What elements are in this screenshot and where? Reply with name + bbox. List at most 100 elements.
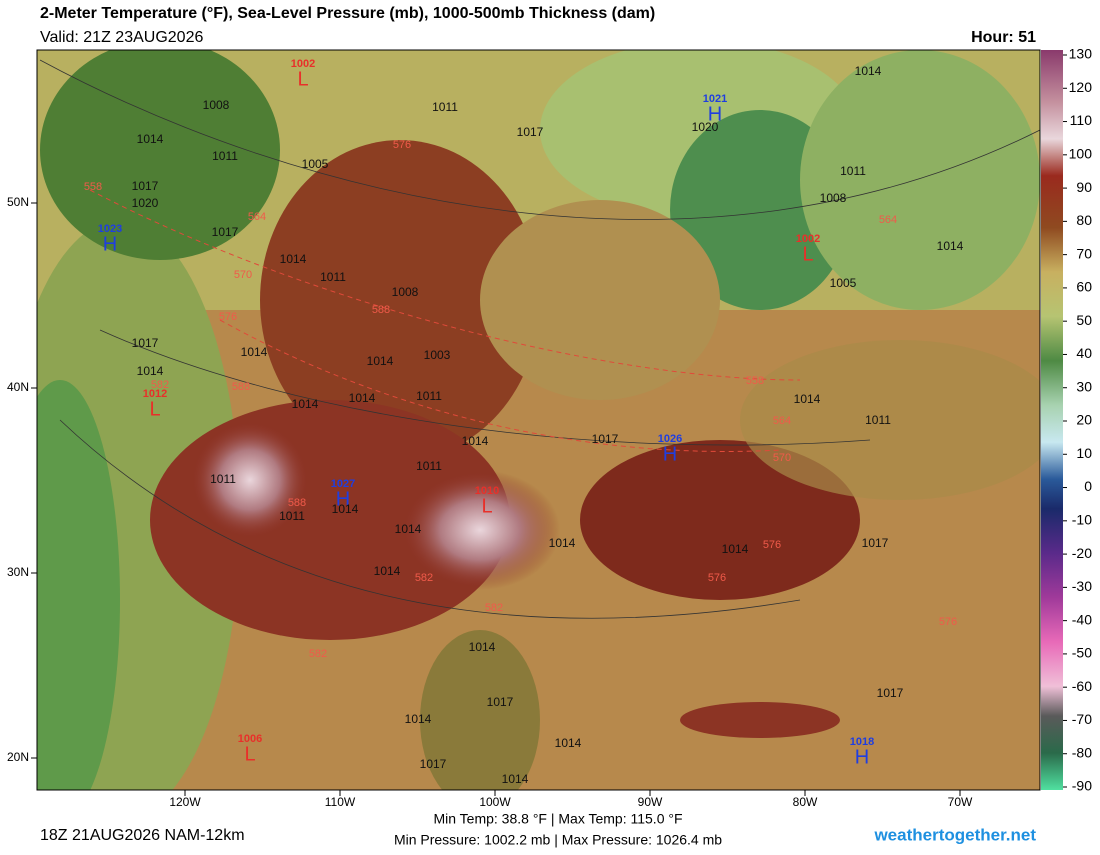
pressure-center-value: 1023 [98,223,122,235]
pressure-center-value: 1012 [143,388,167,400]
isobar-label: 1008 [203,98,230,112]
colorbar-label: 50 [1076,312,1092,328]
colorbar-label: -80 [1072,744,1092,760]
isobar-label: 1017 [420,757,447,771]
isobar-label: 1014 [241,345,268,359]
isobar-label: 1017 [487,695,514,709]
isobar-label: 1011 [416,389,442,403]
lon-label: 90W [638,795,663,809]
isobar-label: 1014 [502,772,529,786]
thickness-label: 576 [219,311,237,323]
colorbar-label: 80 [1076,212,1092,228]
thickness-label: 576 [939,616,957,628]
temp-range: Min Temp: 38.8 °F | Max Temp: 115.0 °F [433,811,682,827]
colorbar-label: 30 [1076,378,1092,394]
lon-label: 120W [169,795,201,809]
isobar-label: 1011 [432,100,458,114]
isobar-label: 1005 [302,157,329,171]
isobar-label: 1014 [469,640,496,654]
map [37,50,1040,790]
colorbar-label: 130 [1069,46,1093,62]
colorbar-label: 90 [1076,179,1092,195]
isobar-label: 1014 [137,132,164,146]
thickness-label: 582 [485,602,503,614]
thickness-label: 582 [415,572,433,584]
isobar-label: 1003 [424,348,451,362]
colorbar-label: -20 [1072,545,1092,561]
pressure-center-type: L [297,68,308,90]
lon-label: 80W [793,795,818,809]
colorbar-label: -60 [1072,678,1092,694]
colorbar-label: -50 [1072,645,1092,661]
colorbar-label: -90 [1072,778,1092,794]
thickness-label: 588 [288,497,306,509]
isobar-label: 1005 [830,276,857,290]
lat-label: 40N [7,380,29,394]
pressure-center-value: 1010 [475,485,499,497]
lat-label: 20N [7,750,29,764]
colorbar-label: 70 [1076,245,1092,261]
isobar-label: 1014 [137,364,164,378]
pressure-center-value: 1027 [331,478,355,490]
isobar-label: 1017 [212,225,239,239]
title: 2-Meter Temperature (°F), Sea-Level Pres… [40,5,655,22]
isobar-label: 1011 [865,413,891,427]
pressure-center-value: 1021 [703,93,727,105]
pressure-center-value: 1018 [850,736,874,748]
colorbar-label: 0 [1084,478,1092,494]
thickness-label: 564 [879,214,897,226]
thickness-label: 564 [773,415,791,427]
isobar-label: 1020 [132,196,159,210]
isobar-label: 1014 [722,542,749,556]
isobar-label: 1011 [210,472,236,486]
isobar-label: 1014 [937,239,964,253]
isobar-label: 1014 [292,397,319,411]
pressure-center-type: H [336,488,350,510]
pressure-center-type: L [481,495,492,517]
isobar-label: 1017 [517,125,544,139]
pressure-center-type: L [149,398,160,420]
isobar-label: 1014 [280,252,307,266]
isobar-label: 1014 [349,391,376,405]
isobar-label: 1008 [820,191,847,205]
isobar-label: 1011 [212,149,238,163]
colorbar [1041,50,1063,790]
thickness-label: 582 [151,379,169,391]
colorbar-label: 20 [1076,412,1092,428]
thickness-label: 588 [372,304,390,316]
pressure-center-type: H [855,746,869,768]
thickness-label: 588 [232,381,250,393]
colorbar-label: 120 [1069,79,1093,95]
colorbar-label: 40 [1076,345,1092,361]
isobar-label: 1014 [462,434,489,448]
isobar-label: 1017 [592,432,619,446]
pressure-center-type: H [663,443,677,465]
colorbar-label: 110 [1070,112,1093,128]
pressure-range: Min Pressure: 1002.2 mb | Max Pressure: … [394,832,722,848]
pressure-center-type: L [244,743,255,765]
colorbar-label: 60 [1076,279,1092,295]
site-name: weathertogether.net [873,825,1036,844]
colorbar-label: 100 [1069,146,1093,162]
lat-label: 30N [7,565,29,579]
lon-label: 100W [479,795,511,809]
thickness-label: 558 [746,375,764,387]
pressure-center-value: 1006 [238,733,262,745]
thickness-label: 582 [309,648,327,660]
colorbar-label: -30 [1072,578,1092,594]
map-frame [36,49,1041,791]
isobar-label: 1014 [405,712,432,726]
isobar-label: 1014 [794,392,821,406]
thickness-label: 576 [708,572,726,584]
isobar-label: 1011 [320,270,346,284]
isobar-label: 1011 [840,164,866,178]
colorbar-label: -10 [1072,512,1092,528]
pressure-center-type: H [708,103,722,125]
isobar-label: 1017 [132,336,159,350]
colorbar-label: -40 [1072,611,1092,627]
model-run: 18Z 21AUG2026 NAM-12km [40,827,245,844]
lon-label: 110W [325,795,356,809]
thickness-label: 576 [393,139,411,151]
isobar-label: 1008 [392,285,419,299]
